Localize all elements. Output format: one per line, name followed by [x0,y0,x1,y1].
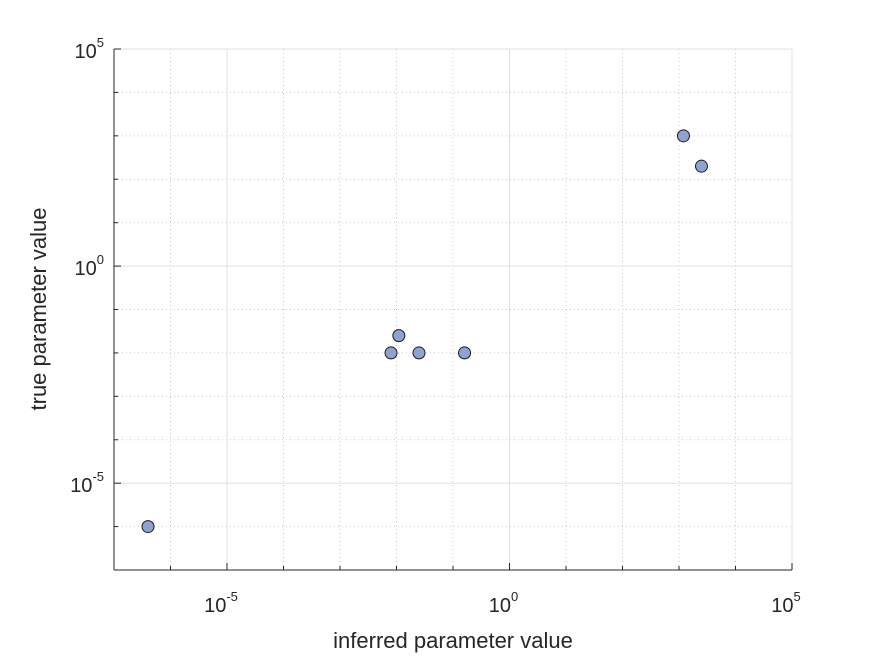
y-tick-label: 100 [75,252,104,280]
y-tick-label: 105 [75,35,104,63]
x-tick-label: 100 [489,589,518,617]
y-tick-label: 10-5 [70,469,104,497]
data-points [141,129,708,534]
x-tick-labels: 10-5 100 105 [204,589,801,617]
data-point [392,329,406,343]
tick-marks [113,48,793,571]
data-point [384,346,398,360]
data-point [141,520,155,534]
y-axis-title: true parameter value [26,208,51,411]
data-point [412,346,426,360]
x-axis-title: inferred parameter value [333,628,573,653]
x-tick-label: 10-5 [204,589,238,617]
y-tick-labels: 10-5 100 105 [70,35,104,497]
x-tick-label: 105 [771,589,800,617]
data-point [694,159,708,173]
data-point [676,129,690,143]
data-point [458,346,472,360]
major-grid [114,48,793,570]
